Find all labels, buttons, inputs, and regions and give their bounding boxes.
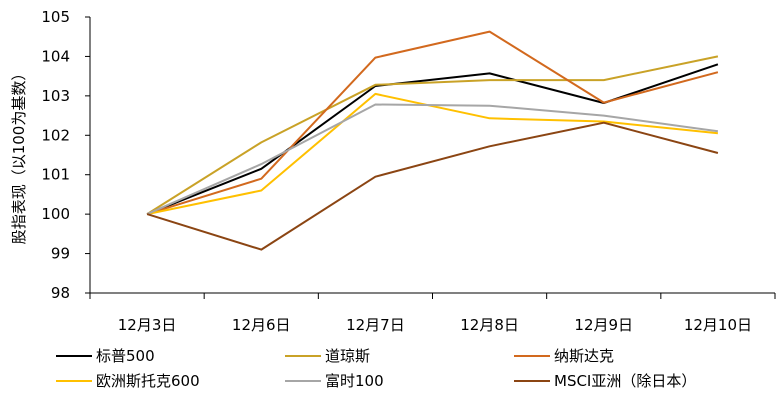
y-axis-title: 股指表现（以100为基数） — [10, 66, 28, 245]
y-tick-label: 101 — [41, 166, 70, 184]
y-tick-label: 105 — [41, 8, 70, 26]
x-tick-label: 12月7日 — [346, 316, 405, 334]
x-tick-label: 12月10日 — [684, 316, 752, 334]
y-tick-label: 102 — [41, 126, 70, 144]
series-lines — [146, 30, 719, 251]
y-tick-label: 98 — [51, 284, 70, 302]
series-line-2 — [146, 55, 719, 215]
legend-label: 道琼斯 — [325, 347, 370, 365]
series-line-3 — [146, 30, 719, 216]
x-tick-label: 12月8日 — [460, 316, 519, 334]
x-tick-label: 12月3日 — [118, 316, 177, 334]
legend-label: 富时100 — [325, 372, 384, 390]
y-tick-label: 99 — [51, 245, 70, 263]
series-line-5 — [146, 103, 719, 216]
series-line-6 — [146, 121, 719, 251]
x-tick-label: 12月6日 — [232, 316, 291, 334]
series-line-1 — [146, 63, 719, 216]
y-tick-label: 100 — [41, 205, 70, 223]
legend-label: MSCI亚洲（除日本） — [554, 372, 696, 390]
legend-label: 纳斯达克 — [554, 347, 614, 365]
y-tick-label: 103 — [41, 87, 70, 105]
y-tick-label: 104 — [41, 47, 70, 65]
series-line-4 — [146, 92, 719, 216]
x-tick-label: 12月9日 — [574, 316, 633, 334]
legend-label: 标普500 — [96, 347, 155, 365]
axes: 98 99 100 101 102 103 104 105 12月3日 12月6日 12月7日 12月… — [41, 8, 776, 334]
legend-label: 欧洲斯托克600 — [96, 372, 200, 390]
